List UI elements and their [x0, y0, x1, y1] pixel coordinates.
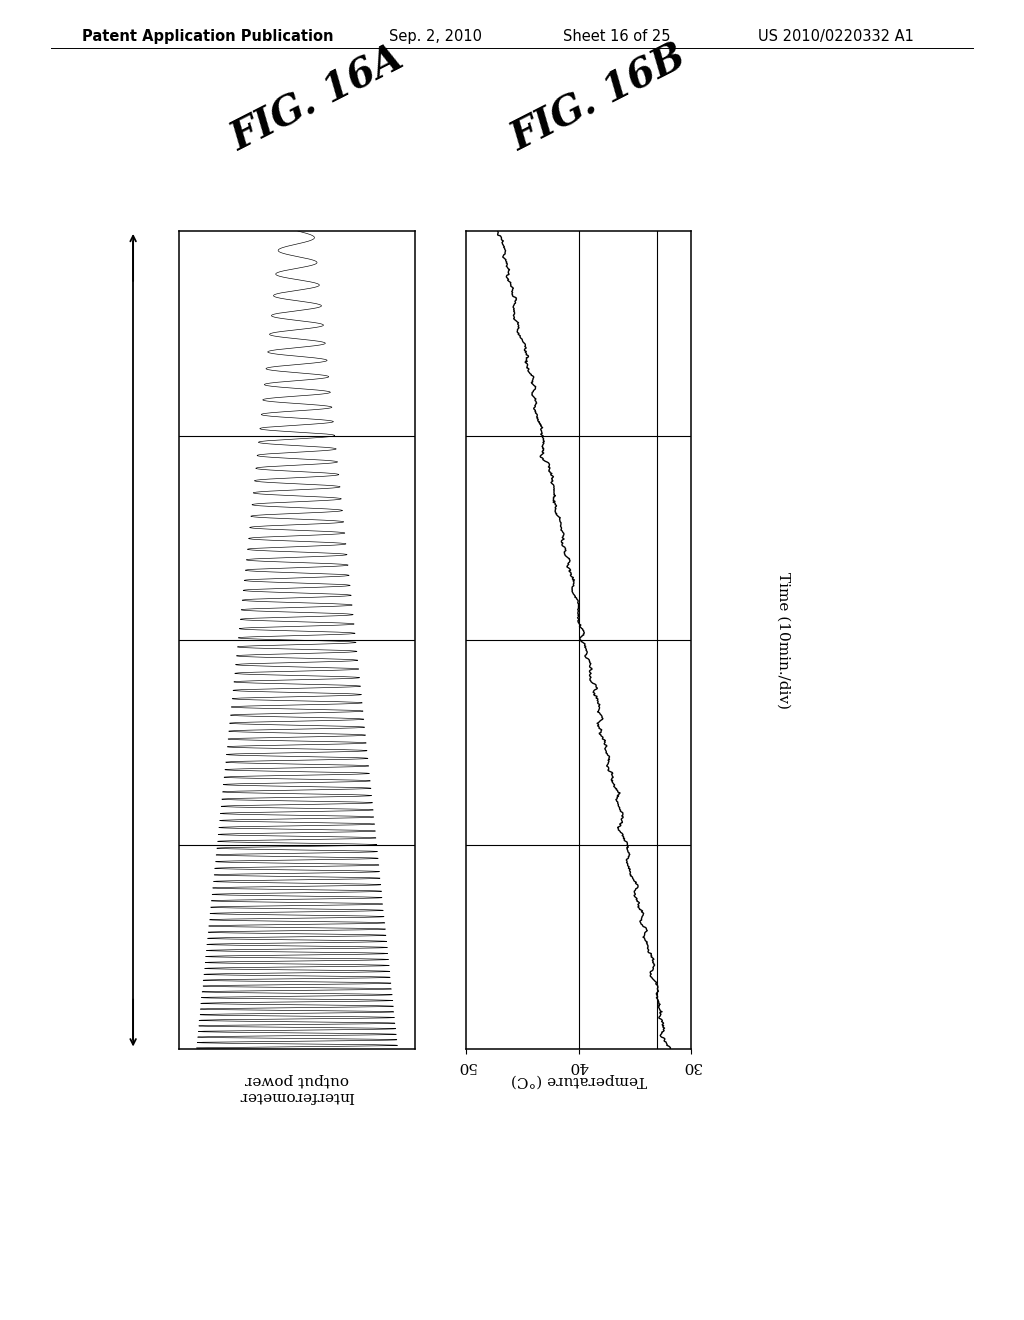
Text: Patent Application Publication: Patent Application Publication [82, 29, 334, 44]
Text: Interferometer
output power: Interferometer output power [240, 1073, 354, 1104]
Text: US 2010/0220332 A1: US 2010/0220332 A1 [758, 29, 913, 44]
Text: Sep. 2, 2010: Sep. 2, 2010 [389, 29, 482, 44]
Text: Time (10min./div): Time (10min./div) [776, 572, 791, 709]
Text: FIG. 16B: FIG. 16B [505, 37, 693, 158]
Text: FIG. 16A: FIG. 16A [224, 38, 411, 158]
Text: Temperature (°C): Temperature (°C) [511, 1073, 646, 1088]
Text: Sheet 16 of 25: Sheet 16 of 25 [563, 29, 671, 44]
